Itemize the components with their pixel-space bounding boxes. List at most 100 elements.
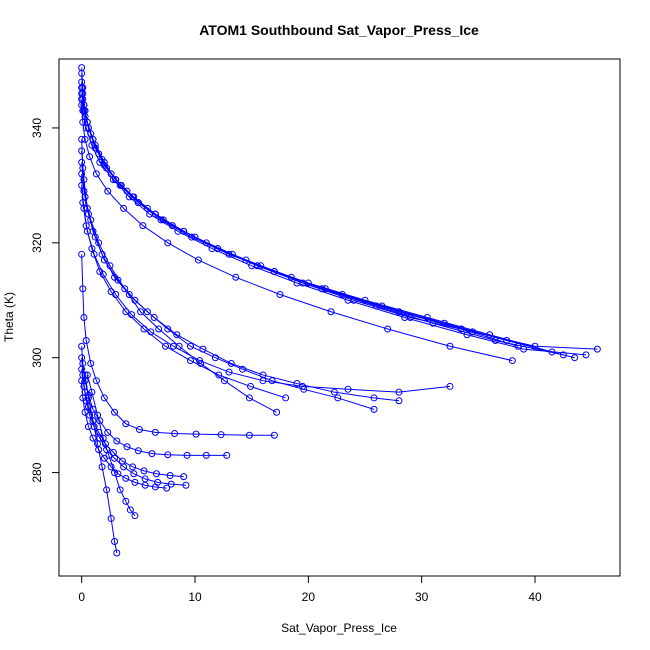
data-point: [98, 463, 106, 471]
series-line: [84, 374, 118, 554]
data-point: [116, 181, 124, 189]
data-point: [94, 440, 102, 448]
data-series: [78, 95, 590, 359]
data-point: [78, 377, 86, 385]
data-series: [83, 371, 139, 520]
data-point: [223, 451, 231, 459]
data-point: [87, 359, 95, 367]
data-point: [78, 147, 86, 155]
data-point: [125, 291, 133, 299]
data-point: [113, 549, 121, 557]
data-point: [225, 368, 233, 376]
data-point: [79, 118, 87, 126]
data-point: [293, 380, 301, 388]
data-point: [378, 302, 386, 310]
data-point: [114, 276, 122, 284]
data-point: [91, 233, 99, 241]
data-point: [401, 314, 409, 321]
data-point: [84, 210, 92, 218]
data-point: [164, 451, 172, 459]
data-point: [463, 331, 471, 339]
data-point: [559, 351, 567, 359]
data-series: [78, 250, 278, 439]
data-point: [134, 447, 142, 455]
data-point: [152, 470, 160, 478]
data-point: [245, 431, 253, 439]
data-point: [78, 69, 86, 77]
data-point: [104, 428, 112, 436]
data-point: [80, 176, 88, 184]
y-tick-label: 280: [30, 462, 44, 482]
series-layer: [78, 64, 601, 557]
series-line: [81, 357, 184, 478]
series-line: [81, 369, 186, 486]
data-point: [111, 454, 119, 462]
data-point: [122, 497, 130, 505]
data-point: [122, 420, 130, 428]
data-point: [140, 467, 148, 475]
data-point: [84, 394, 92, 402]
data-point: [220, 377, 228, 385]
data-point: [304, 279, 312, 287]
data-point: [276, 291, 284, 299]
x-tick-label: 10: [188, 590, 202, 604]
data-point: [162, 342, 170, 350]
data-point: [139, 222, 147, 230]
data-point: [88, 388, 96, 396]
data-series: [78, 158, 403, 405]
data-point: [147, 328, 155, 336]
data-point: [112, 291, 120, 299]
data-point: [157, 216, 165, 224]
data-point: [173, 331, 181, 339]
data-point: [215, 371, 223, 379]
x-tick-label: 40: [528, 590, 542, 604]
data-point: [245, 394, 253, 402]
data-point: [151, 428, 159, 436]
data-point: [89, 417, 97, 425]
data-point: [232, 273, 240, 281]
data-point: [78, 181, 86, 189]
data-point: [151, 483, 159, 491]
data-point: [248, 262, 256, 270]
data-point: [99, 434, 107, 442]
data-point: [164, 325, 172, 333]
data-point: [129, 463, 137, 471]
data-point: [120, 204, 128, 212]
data-point: [166, 471, 174, 479]
data-point: [321, 285, 329, 293]
data-point: [125, 193, 133, 201]
data-point: [582, 351, 590, 359]
data-point: [83, 227, 91, 235]
y-tick-label: 340: [30, 118, 44, 138]
data-point: [100, 394, 108, 402]
series-line: [81, 380, 167, 489]
data-point: [503, 336, 511, 344]
series-line: [81, 67, 598, 350]
data-point: [122, 474, 130, 482]
data-point: [299, 382, 307, 390]
data-point: [520, 345, 528, 353]
x-tick-label: 20: [302, 590, 316, 604]
data-point: [148, 450, 156, 458]
data-point: [330, 388, 338, 396]
data-point: [227, 359, 235, 367]
data-point: [508, 357, 516, 365]
y-axis: 280 300 320 340: [30, 118, 60, 483]
data-series: [78, 135, 281, 416]
data-point: [123, 443, 131, 451]
data-point: [270, 431, 278, 439]
data-point: [120, 463, 128, 471]
data-point: [155, 325, 163, 333]
data-point: [96, 158, 104, 166]
data-point: [90, 250, 98, 258]
data-point: [174, 227, 182, 235]
data-point: [593, 345, 601, 353]
data-point: [92, 377, 100, 385]
data-point: [78, 170, 86, 178]
data-point: [79, 285, 87, 293]
data-point: [143, 204, 151, 212]
data-point: [128, 311, 136, 319]
data-point: [171, 430, 179, 438]
data-point: [78, 342, 86, 350]
x-tick-label: 0: [78, 590, 85, 604]
